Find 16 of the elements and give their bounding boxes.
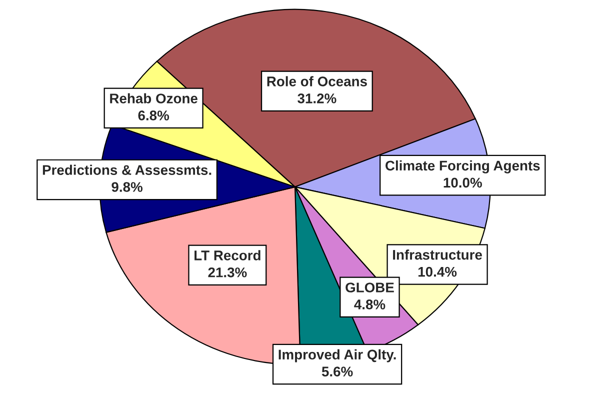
data-label: 10.0% xyxy=(444,178,482,188)
slice-label: Role of Oceans xyxy=(267,76,367,86)
data-label: 6.8% xyxy=(138,110,170,120)
data-label: 9.8% xyxy=(112,182,143,192)
slice-label: GLOBE xyxy=(346,282,394,292)
slice-label: Improved Air Qlty. xyxy=(278,349,396,362)
data-label: 10.4% xyxy=(418,266,457,277)
data-label: 5.6% xyxy=(322,366,353,376)
slice-label: LT Record xyxy=(194,250,260,260)
data-label: 31.2% xyxy=(298,94,336,104)
slice-label: Infrastructure xyxy=(393,250,482,260)
slice-label: Predictions & Assessmts. xyxy=(42,164,212,175)
data-label: 21.3% xyxy=(208,267,247,278)
slice-label: Climate Forcing Agents xyxy=(386,160,540,174)
slice-label: Rehab Ozone xyxy=(110,93,198,104)
data-label: 4.8% xyxy=(354,300,386,310)
